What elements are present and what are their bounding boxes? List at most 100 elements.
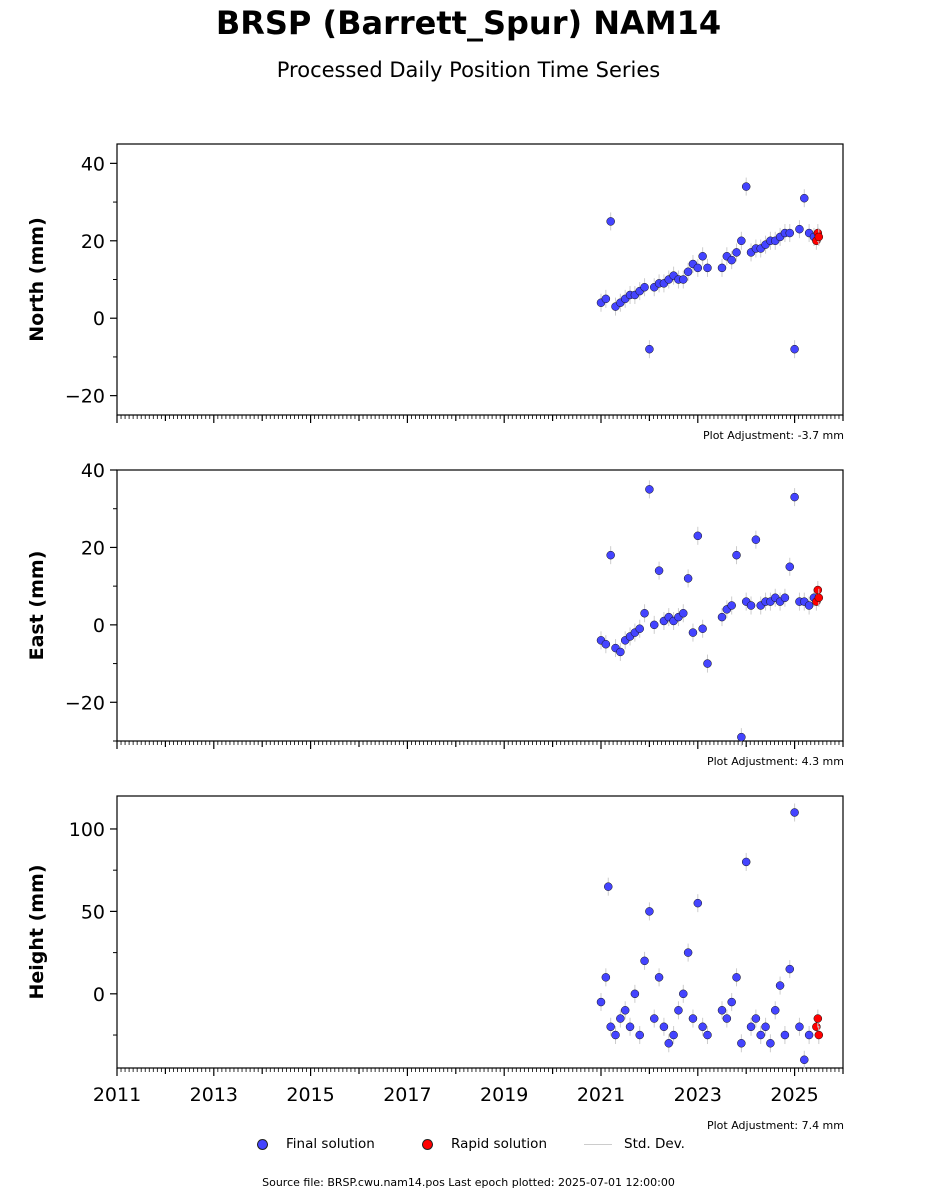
legend-rapid: Rapid solution (422, 1136, 547, 1152)
final-point (761, 1022, 770, 1032)
y-axis-label: North (mm) (26, 217, 48, 342)
final-point (727, 601, 736, 610)
final-point (737, 1039, 746, 1048)
final-point (741, 857, 751, 867)
legend-std: Std. Dev. (584, 1136, 685, 1152)
final-point (780, 593, 790, 603)
final-point (683, 267, 693, 277)
final-point (630, 989, 640, 999)
final-point (679, 989, 688, 999)
final-point (751, 1014, 761, 1023)
final-marker-icon (257, 1138, 268, 1150)
y-tick-label: 40 (81, 460, 105, 482)
plot-frame-2 (116, 795, 844, 1069)
y-tick-label: 50 (81, 901, 105, 923)
final-point (606, 550, 615, 560)
final-point (732, 248, 741, 257)
final-point (756, 1030, 765, 1040)
final-point (604, 882, 613, 891)
rapid-point (814, 1030, 824, 1040)
legend-final: Final solution (257, 1136, 375, 1152)
final-point (722, 1014, 732, 1023)
final-point (785, 228, 795, 238)
chart-subtitle: Processed Daily Position Time Series (276, 58, 661, 82)
final-point (635, 1030, 644, 1040)
final-point (698, 1022, 707, 1032)
y-tick-label: 20 (81, 537, 105, 559)
final-point (732, 973, 741, 982)
chart-title: BRSP (Barrett_Spur) NAM14 (215, 4, 722, 42)
final-point (693, 898, 703, 908)
final-point (640, 282, 649, 292)
final-point (645, 907, 654, 916)
rapid-point (814, 232, 824, 242)
final-point (795, 224, 804, 234)
legend-std-label: Std. Dev. (624, 1136, 685, 1152)
final-point (674, 1006, 683, 1015)
legend: Final solution Rapid solution Std. Dev. (0, 1136, 937, 1158)
y-tick-label: 40 (81, 153, 105, 175)
final-point (620, 1006, 630, 1015)
final-point (741, 182, 751, 191)
final-point (606, 1022, 615, 1032)
final-point (606, 217, 615, 226)
y-tick-label: −20 (65, 692, 105, 714)
final-point (766, 1039, 775, 1048)
rapid-marker-icon (422, 1138, 433, 1150)
x-tick-label: 2019 (480, 1084, 528, 1106)
final-point (616, 647, 625, 657)
final-point (785, 562, 795, 572)
final-point (790, 808, 799, 817)
final-point (645, 344, 654, 354)
final-point (785, 964, 795, 974)
height-plot-adjustment: Plot Adjustment: 7.4 mm (706, 1119, 844, 1132)
north-plot-adjustment: Plot Adjustment: -3.7 mm (703, 429, 844, 442)
final-point (654, 973, 664, 982)
final-point (683, 948, 693, 957)
final-point (635, 624, 644, 633)
final-point (800, 193, 809, 203)
final-point (649, 620, 659, 630)
x-tick-label: 2021 (577, 1084, 625, 1106)
legend-final-label: Final solution (286, 1136, 375, 1152)
y-axis-label: East (mm) (26, 551, 48, 661)
final-point (683, 574, 693, 583)
y-tick-label: 20 (81, 231, 105, 253)
legend-rapid-label: Rapid solution (451, 1136, 547, 1152)
final-point (601, 973, 611, 982)
std-line-icon (584, 1143, 612, 1145)
final-point (625, 1022, 635, 1032)
y-axis-label: Height (mm) (26, 864, 48, 999)
final-point (703, 659, 712, 668)
final-point (732, 550, 741, 560)
east-plot-adjustment: Plot Adjustment: 4.3 mm (706, 755, 844, 768)
final-point (804, 1030, 814, 1040)
final-point (616, 1014, 625, 1023)
final-point (703, 263, 712, 273)
y-tick-label: 0 (93, 615, 105, 637)
final-point (717, 263, 727, 273)
final-point (688, 1014, 698, 1023)
final-point (746, 601, 756, 610)
final-point (780, 1030, 790, 1040)
final-point (737, 732, 746, 742)
source-footer: Source file: BRSP.cwu.nam14.pos Last epo… (262, 1176, 675, 1189)
final-point (693, 531, 703, 541)
rapid-point (813, 1014, 823, 1023)
rapid-point (813, 585, 823, 595)
final-point (698, 624, 707, 633)
final-point (800, 1055, 809, 1065)
final-point (645, 485, 654, 494)
final-point (717, 612, 727, 622)
final-point (703, 1030, 712, 1040)
final-point (611, 1030, 620, 1040)
final-point (775, 981, 785, 990)
final-point (640, 956, 649, 966)
final-point (659, 1022, 669, 1032)
y-tick-label: 100 (69, 819, 105, 841)
final-point (693, 263, 703, 273)
y-tick-label: −20 (65, 386, 105, 408)
final-point (654, 566, 664, 575)
final-point (679, 275, 688, 284)
